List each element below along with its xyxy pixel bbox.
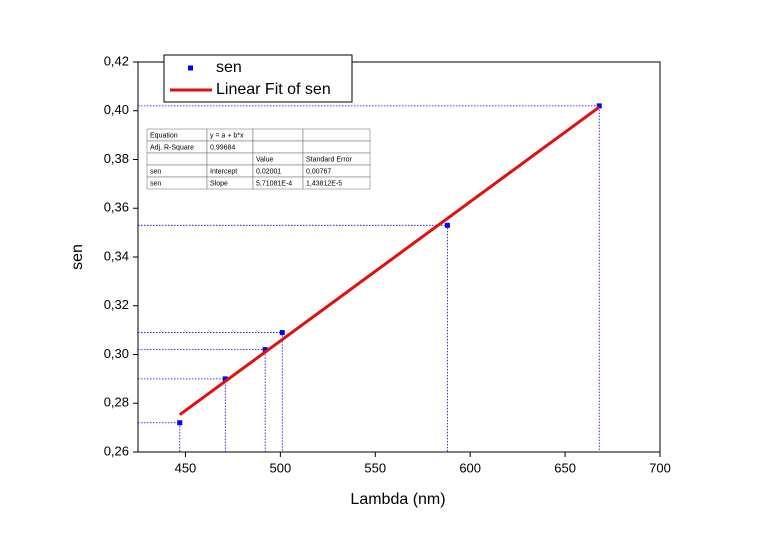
table-cell bbox=[252, 128, 304, 142]
point bbox=[444, 222, 450, 228]
y-axis-label: sen bbox=[69, 244, 86, 270]
point bbox=[596, 103, 602, 109]
y-tick-label: 0,26 bbox=[104, 443, 129, 458]
x-tick-label: 600 bbox=[459, 460, 481, 475]
table-text: Standard Error bbox=[306, 156, 353, 163]
table-cell bbox=[146, 152, 208, 166]
table-text: y = a + b*x bbox=[210, 132, 244, 139]
legend-label: Linear Fit of sen bbox=[216, 81, 331, 98]
drop-line bbox=[138, 422, 181, 452]
x-tick-label: 500 bbox=[270, 460, 292, 475]
x-tick-label: 450 bbox=[175, 460, 197, 475]
table-text: Intercept bbox=[210, 168, 237, 175]
y-tick-label: 0,28 bbox=[104, 395, 129, 410]
table-cell bbox=[302, 176, 371, 190]
table-text: Value bbox=[256, 156, 273, 163]
legend-box bbox=[163, 54, 353, 103]
x-tick-label: 650 bbox=[554, 460, 576, 475]
table-text: sen bbox=[150, 168, 161, 175]
table-text: 0,00767 bbox=[306, 168, 331, 175]
drop-line bbox=[138, 224, 448, 452]
table-cell bbox=[206, 152, 254, 166]
fit-line bbox=[178, 105, 601, 416]
table-text: 0,02001 bbox=[256, 168, 281, 175]
table-text: Adj. R-Square bbox=[150, 144, 194, 151]
table-cell bbox=[302, 128, 371, 142]
table-cell bbox=[252, 140, 304, 154]
point bbox=[262, 347, 268, 353]
point bbox=[222, 376, 228, 382]
table-text: 5,71081E-4 bbox=[256, 180, 292, 187]
x-tick-label: 700 bbox=[649, 460, 671, 475]
y-tick-label: 0,32 bbox=[104, 297, 129, 312]
x-tick-label: 550 bbox=[364, 460, 386, 475]
point bbox=[177, 420, 183, 426]
y-tick-label: 0,34 bbox=[104, 248, 129, 263]
table-cell bbox=[302, 140, 371, 154]
table-text: 1,43812E-5 bbox=[306, 180, 342, 187]
x-axis-label: Lambda (nm) bbox=[350, 491, 445, 508]
table-text: sen bbox=[150, 180, 161, 187]
y-tick-label: 0,38 bbox=[104, 151, 129, 166]
y-tick-label: 0,40 bbox=[104, 102, 129, 117]
point bbox=[279, 330, 285, 336]
y-tick-label: 0,42 bbox=[104, 53, 129, 68]
table-text: Slope bbox=[210, 180, 228, 187]
y-tick-label: 0,36 bbox=[104, 200, 129, 215]
table-text: Equation bbox=[150, 132, 178, 139]
legend-marker bbox=[188, 65, 193, 71]
table-text: 0,99684 bbox=[210, 144, 235, 151]
legend-label: sen bbox=[216, 59, 242, 76]
y-tick-label: 0,30 bbox=[104, 346, 129, 361]
drop-line bbox=[138, 105, 600, 452]
